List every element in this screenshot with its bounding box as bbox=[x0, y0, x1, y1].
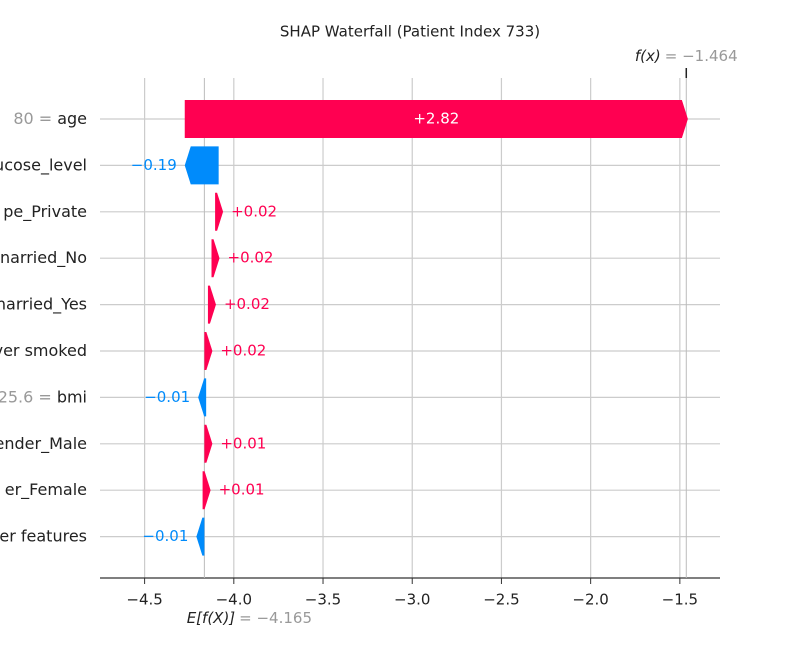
feature-value: 80 = bbox=[13, 109, 52, 128]
value-label: +0.02 bbox=[220, 342, 266, 360]
y-tick-label: ucose_level bbox=[0, 155, 87, 175]
feature-name: bmi bbox=[57, 387, 87, 406]
output-annotation: f(x) = −1.464 bbox=[635, 47, 738, 65]
bar bbox=[198, 378, 207, 417]
value-label: +0.02 bbox=[231, 202, 277, 220]
bar bbox=[204, 332, 213, 370]
feature-name: ucose_level bbox=[0, 155, 87, 175]
y-tick-label: pe_Private bbox=[3, 201, 87, 221]
x-tick-label: −1.5 bbox=[662, 591, 698, 609]
bar bbox=[184, 100, 688, 138]
feature-value: 25.6 = bbox=[0, 387, 52, 406]
feature-name: ver smoked bbox=[0, 341, 87, 360]
y-tick-label: 25.6 = bmi bbox=[0, 387, 87, 406]
bar bbox=[204, 424, 213, 463]
output-value: = −1.464 bbox=[665, 47, 738, 65]
feature-name: er features bbox=[0, 526, 87, 545]
y-tick-label: 80 = age bbox=[13, 109, 87, 128]
feature-name: er_Female bbox=[5, 480, 87, 500]
x-tick-label: −3.0 bbox=[394, 591, 430, 609]
value-label: +0.02 bbox=[228, 249, 274, 267]
value-label: +0.01 bbox=[220, 434, 266, 452]
bar bbox=[184, 146, 219, 185]
feature-name: narried_Yes bbox=[0, 294, 87, 314]
bar bbox=[196, 517, 205, 556]
bar bbox=[202, 471, 211, 510]
value-label: +0.01 bbox=[219, 481, 265, 499]
value-label: +0.02 bbox=[224, 295, 270, 313]
bar bbox=[215, 192, 224, 231]
feature-name: pe_Private bbox=[3, 201, 87, 221]
y-tick-label: narried_Yes bbox=[0, 294, 87, 314]
output-name: f(x) bbox=[635, 47, 661, 65]
y-tick-label: er_Female bbox=[5, 480, 87, 500]
x-tick-label: −2.5 bbox=[483, 591, 519, 609]
base-annotation: E[f(X)] = −4.165 bbox=[187, 609, 312, 627]
value-label: −0.01 bbox=[144, 388, 190, 406]
bar bbox=[207, 285, 216, 324]
feature-name: ender_Male bbox=[0, 433, 87, 453]
base-name: E[f(X)] bbox=[187, 609, 236, 627]
y-tick-label: ender_Male bbox=[0, 433, 87, 453]
x-tick-label: −3.5 bbox=[305, 591, 341, 609]
x-tick-label: −4.0 bbox=[216, 591, 252, 609]
y-tick-label: er features bbox=[0, 526, 87, 545]
value-label: −0.19 bbox=[131, 156, 177, 174]
y-tick-label: ver smoked bbox=[0, 341, 87, 360]
y-tick-label: narried_No bbox=[0, 248, 87, 268]
x-tick-label: −2.0 bbox=[572, 591, 608, 609]
base-value: = −4.165 bbox=[239, 609, 312, 627]
value-label: −0.01 bbox=[142, 527, 188, 545]
feature-name: narried_No bbox=[0, 248, 87, 268]
chart-title: SHAP Waterfall (Patient Index 733) bbox=[280, 23, 540, 41]
bar bbox=[211, 239, 220, 278]
feature-name: age bbox=[57, 109, 87, 128]
value-label: +2.82 bbox=[413, 110, 459, 128]
x-tick-label: −4.5 bbox=[126, 591, 162, 609]
